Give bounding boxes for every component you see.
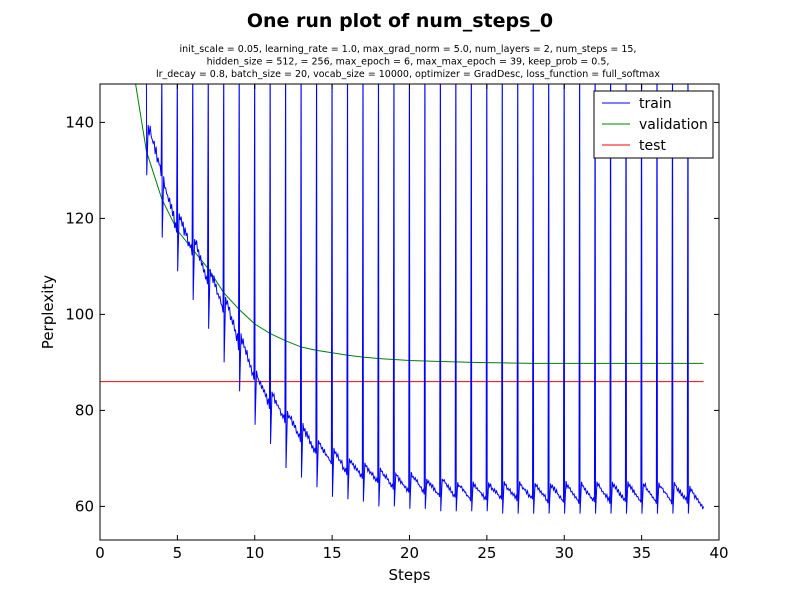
x-axis-label: Steps <box>389 566 431 584</box>
x-tick-label: 5 <box>173 544 183 562</box>
y-tick-label: 140 <box>65 113 94 131</box>
chart-subtitle-line-3: lr_decay = 0.8, batch_size = 20, vocab_s… <box>156 69 660 80</box>
legend-train-label: train <box>639 96 672 112</box>
x-tick-label: 30 <box>555 544 574 562</box>
x-tick-label: 10 <box>245 544 264 562</box>
chart-subtitle-line-2: hidden_size = 512, = 256, max_epoch = 6,… <box>207 57 610 68</box>
legend-test-label: test <box>639 138 666 154</box>
y-tick-label: 60 <box>75 497 94 515</box>
y-tick-label: 80 <box>75 401 94 419</box>
x-tick-label: 0 <box>95 544 105 562</box>
x-tick-label: 25 <box>477 544 496 562</box>
x-tick-label: 20 <box>400 544 419 562</box>
x-tick-label: 40 <box>709 544 728 562</box>
axis-ticks: 0 5 10 15 20 25 30 35 40 60 80 100 120 140 <box>65 84 729 562</box>
x-tick-label: 15 <box>323 544 342 562</box>
series-train-line <box>145 84 705 514</box>
chart-title: One run plot of num_steps_0 <box>247 10 553 32</box>
legend: train validation test <box>593 90 714 159</box>
legend-validation-label: validation <box>639 117 708 133</box>
y-tick-label: 100 <box>65 305 94 323</box>
y-tick-label: 120 <box>65 209 94 227</box>
y-axis-label: Perplexity <box>39 275 57 349</box>
x-tick-label: 35 <box>632 544 651 562</box>
plot-area <box>100 84 705 514</box>
chart-subtitle-line-1: init_scale = 0.05, learning_rate = 1.0, … <box>180 44 637 55</box>
series-validation-line <box>135 84 704 364</box>
